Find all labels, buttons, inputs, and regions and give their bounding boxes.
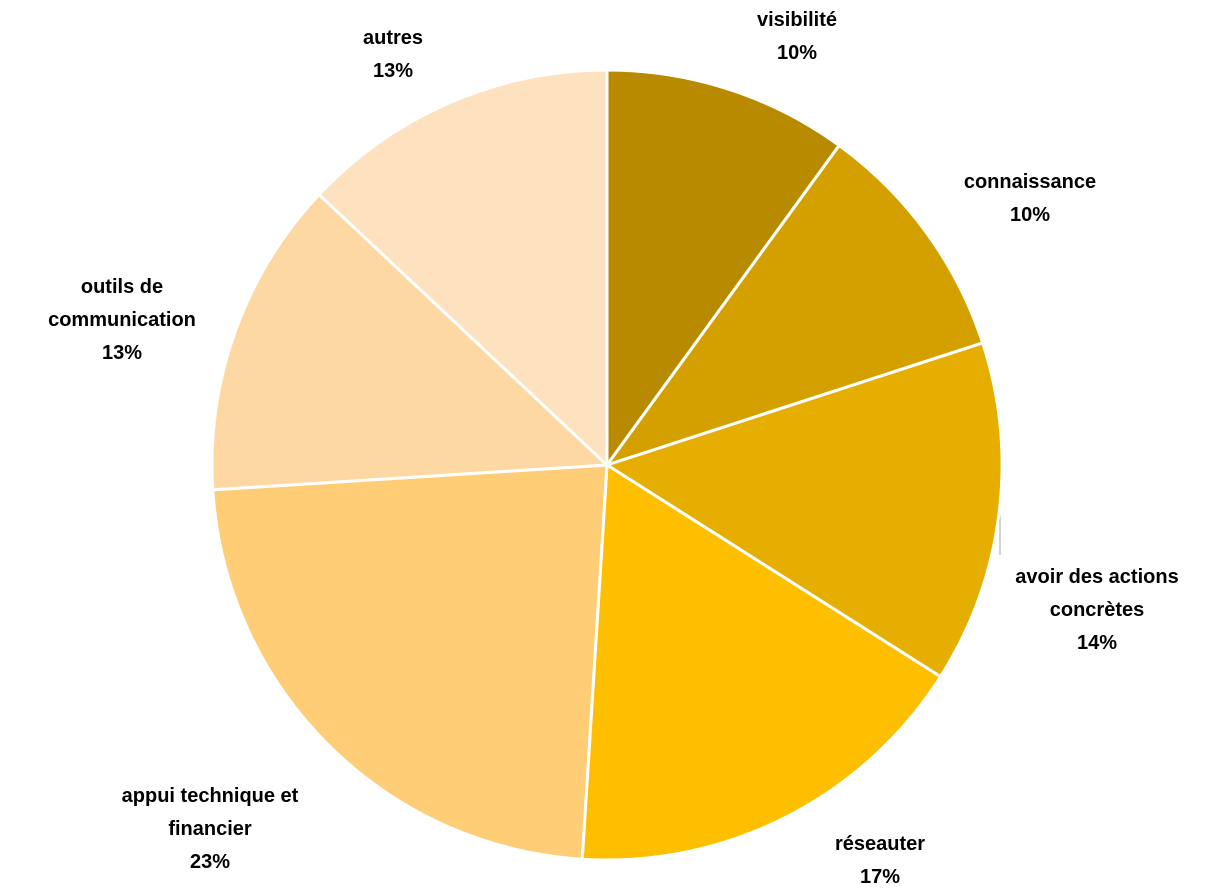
category-label: visibilité	[756, 9, 838, 31]
value-label: 17%	[859, 866, 901, 888]
slice-label: visibilité 10%	[697, 4, 897, 70]
pie-slice	[210, 192, 611, 492]
value-label: 13%	[372, 60, 414, 82]
pie-slice	[580, 462, 943, 862]
slice-label: réseauter 17%	[780, 828, 980, 894]
pie-slice	[316, 68, 609, 469]
slice-label: avoir des actions concrètes 14%	[992, 561, 1202, 660]
category-label: avoir des actions concrètes	[1015, 566, 1179, 621]
pie-slice	[603, 143, 985, 468]
slice-label: autres 13%	[293, 22, 493, 88]
category-label: outils de communication	[48, 276, 196, 331]
value-label: 13%	[101, 342, 143, 364]
pie-slice	[603, 341, 1004, 679]
category-label: autres	[362, 27, 424, 49]
pie-slice	[605, 68, 842, 470]
value-label: 10%	[1009, 204, 1051, 226]
category-label: appui technique et financier	[121, 785, 299, 840]
slice-label: appui technique et financier 23%	[90, 780, 330, 879]
pie-slice	[211, 463, 609, 861]
slice-label: connaissance 10%	[930, 166, 1130, 232]
category-label: réseauter	[834, 833, 926, 855]
category-label: connaissance	[963, 171, 1097, 193]
value-label: 14%	[1076, 632, 1118, 654]
value-label: 10%	[776, 42, 818, 64]
slice-label: outils de communication 13%	[42, 271, 202, 370]
value-label: 23%	[189, 851, 231, 873]
